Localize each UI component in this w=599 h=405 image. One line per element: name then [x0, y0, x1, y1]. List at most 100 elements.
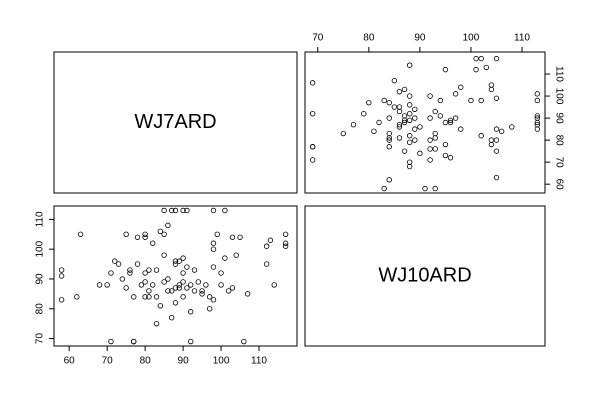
point [488, 82, 495, 88]
point [401, 113, 408, 119]
point [406, 159, 413, 165]
point [96, 282, 103, 288]
point [146, 288, 152, 294]
point [498, 128, 505, 135]
point [493, 55, 500, 62]
point [210, 240, 217, 246]
point [142, 294, 148, 300]
point [180, 207, 186, 214]
point [447, 119, 454, 126]
point [138, 282, 145, 288]
point [396, 135, 403, 141]
point [493, 95, 500, 101]
point [391, 77, 398, 84]
point [406, 102, 413, 108]
point [108, 338, 114, 345]
point [191, 288, 198, 294]
point [406, 117, 413, 123]
point [157, 303, 164, 309]
point [172, 261, 179, 267]
point [406, 110, 413, 117]
point [412, 106, 418, 112]
point [150, 282, 156, 288]
point [282, 231, 289, 237]
point [214, 231, 220, 237]
point [386, 177, 392, 183]
point [176, 258, 182, 264]
point [229, 234, 236, 240]
point [437, 113, 444, 119]
point [131, 294, 137, 300]
point [142, 279, 148, 285]
point [412, 126, 418, 132]
point [442, 141, 449, 148]
point [210, 207, 217, 214]
x-tick-label: 60 [64, 356, 76, 367]
point [401, 119, 408, 126]
point [396, 122, 403, 128]
point [396, 88, 403, 95]
y-tick-label: 60 [553, 179, 564, 191]
x-tick-label: 110 [514, 33, 530, 44]
x-tick-label: 110 [251, 356, 267, 367]
panel [53, 51, 298, 194]
point [169, 288, 175, 294]
point [452, 91, 459, 97]
point [427, 115, 433, 121]
point [366, 99, 372, 106]
point [195, 279, 201, 285]
panel [53, 205, 298, 347]
point [473, 55, 479, 62]
x-tick-label: 100 [463, 33, 480, 44]
point [172, 285, 179, 291]
point [432, 130, 438, 137]
point [282, 243, 289, 249]
point [218, 270, 224, 276]
point [427, 146, 433, 152]
point [417, 124, 423, 130]
y-tick-label: 70 [35, 333, 46, 345]
point [406, 139, 413, 146]
point [478, 55, 484, 62]
point [483, 64, 489, 71]
point [427, 157, 433, 163]
point [225, 288, 232, 294]
point [153, 294, 160, 300]
point [412, 137, 418, 143]
point [150, 240, 156, 246]
point [493, 174, 500, 181]
point [406, 93, 413, 99]
point [534, 122, 541, 128]
point [210, 246, 217, 252]
point [493, 126, 500, 132]
point [161, 252, 167, 258]
point [112, 258, 118, 264]
point [437, 97, 444, 104]
point [432, 185, 438, 192]
point [199, 288, 205, 294]
point [127, 270, 133, 276]
x-tick-label: 80 [363, 33, 375, 44]
point [417, 150, 423, 157]
point [161, 231, 167, 237]
point [229, 285, 236, 291]
point [176, 282, 182, 288]
y-tick-label: 70 [553, 157, 564, 169]
point [58, 297, 65, 303]
point [142, 270, 148, 276]
point [142, 231, 148, 237]
point [447, 155, 454, 161]
point [386, 144, 392, 150]
point [157, 228, 164, 235]
point [134, 234, 141, 240]
point [432, 108, 438, 115]
point [153, 267, 160, 273]
point [386, 99, 392, 106]
y-tick-label: 80 [35, 303, 46, 315]
point [422, 185, 428, 192]
point [206, 294, 213, 300]
point [282, 240, 289, 246]
point [244, 291, 251, 297]
point [146, 294, 152, 300]
y-tick-label: 110 [553, 66, 564, 82]
